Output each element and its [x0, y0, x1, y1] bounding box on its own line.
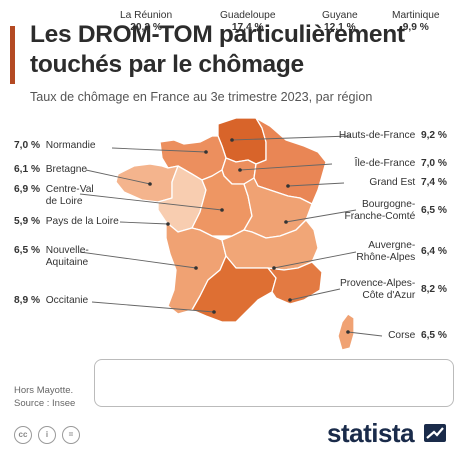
- leader-dot-centre: [220, 208, 224, 212]
- leader-dot-ara: [272, 266, 276, 270]
- leader-dot-idf: [238, 168, 242, 172]
- leader-dot-bretagne: [148, 182, 152, 186]
- label-paca: Provence-Alpes- Côte d'Azur 8,2 %: [339, 278, 447, 301]
- leader-line-centre: [79, 193, 223, 211]
- leader-line-naq: [79, 251, 197, 269]
- source-note: Hors Mayotte. Source : Insee: [14, 385, 76, 409]
- leader-line-normandie: [111, 147, 207, 153]
- leader-line-bretagne: [85, 169, 151, 185]
- legend-reunion: La Réunion 20,2 %: [120, 10, 173, 33]
- leader-dot-naq: [194, 266, 198, 270]
- label-occitanie: 8,9 % Occitanie: [14, 295, 89, 306]
- legend-martinique: Martinique 9,9 %: [392, 10, 440, 33]
- overseas-legend: [94, 359, 454, 407]
- leader-line-bfc: [285, 209, 357, 223]
- label-naq: 6,5 % Nouvelle- Aquitaine: [14, 245, 89, 268]
- label-hdf: Hauts-de-France 9,2 %: [338, 130, 447, 141]
- title-accent-bar: [10, 26, 15, 84]
- label-idf: Île-de-France 7,0 %: [354, 158, 447, 169]
- page-title: Les DROM-TOM particulièrement touchés pa…: [30, 21, 405, 78]
- leader-line-ara: [273, 251, 357, 269]
- leader-dot-occitanie: [212, 310, 216, 314]
- statista-mark-icon: [424, 424, 446, 442]
- cc-icon: cc: [14, 426, 32, 444]
- label-pdl: 5,9 % Pays de la Loire: [14, 216, 119, 227]
- label-bretagne: 6,1 % Bretagne: [14, 164, 88, 175]
- label-ara: Auvergne- Rhône-Alpes 6,4 %: [356, 240, 447, 263]
- statista-logo: statista: [327, 418, 415, 448]
- leader-line-pdl: [119, 221, 169, 225]
- label-normandie: 7,0 % Normandie: [14, 140, 96, 151]
- leader-line-grandest: [287, 182, 345, 187]
- leader-dot-hdf: [230, 138, 234, 142]
- leader-line-idf: [239, 163, 333, 171]
- leader-dot-bfc: [284, 220, 288, 224]
- leader-line-corse: [347, 331, 383, 337]
- legend-guadeloupe: Guadeloupe 17,4 %: [220, 10, 276, 33]
- leader-line-paca: [289, 288, 341, 301]
- region-corse: [337, 313, 355, 351]
- page-subtitle: Taux de chômage en France au 3e trimestr…: [30, 90, 373, 104]
- leader-line-hdf: [231, 135, 351, 141]
- by-icon: i: [38, 426, 56, 444]
- label-grandest: Grand Est 7,4 %: [369, 177, 447, 188]
- nd-icon: =: [62, 426, 80, 444]
- region-occitanie: [191, 255, 277, 323]
- label-bfc: Bourgogne- Franche-Comté 6,5 %: [344, 199, 447, 222]
- leader-dot-pdl: [166, 222, 170, 226]
- legend-guyane: Guyane 12,1 %: [322, 10, 358, 33]
- leader-line-occitanie: [91, 301, 215, 313]
- leader-dot-corse: [346, 330, 350, 334]
- label-centre: 6,9 % Centre-Val de Loire: [14, 184, 94, 207]
- leader-dot-normandie: [204, 150, 208, 154]
- leader-dot-grandest: [286, 184, 290, 188]
- leader-dot-paca: [288, 298, 292, 302]
- label-corse: Corse 6,5 %: [388, 330, 447, 341]
